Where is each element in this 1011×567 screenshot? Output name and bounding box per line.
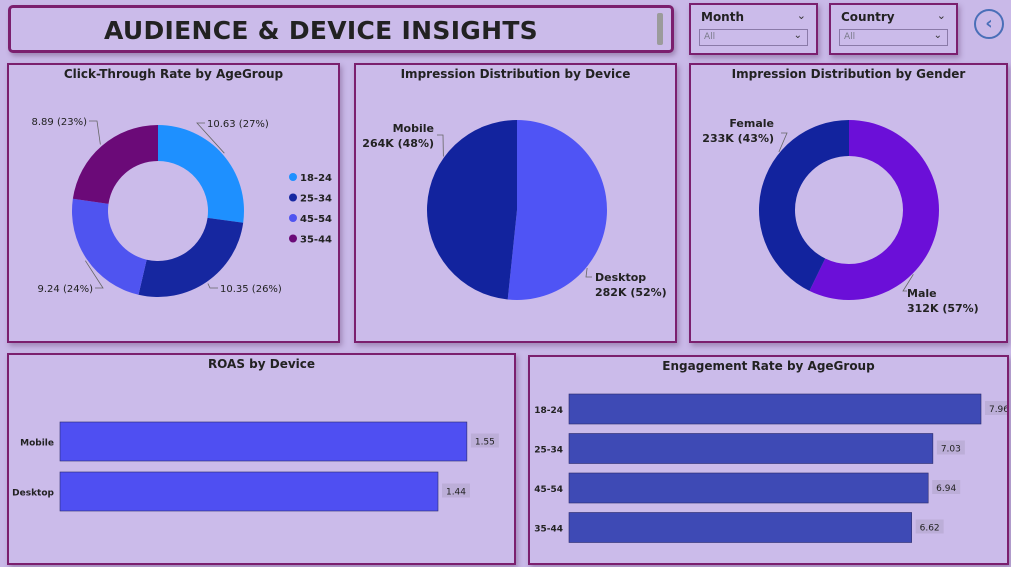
- category-label: Desktop: [12, 489, 54, 499]
- value-label-bg: [915, 519, 944, 534]
- leader-line: [85, 260, 104, 289]
- legend-entry: 25-34: [300, 194, 332, 205]
- chevron-down-icon[interactable]: ⌄: [796, 9, 806, 22]
- chevron-down-icon[interactable]: ⌄: [936, 9, 946, 22]
- value-label-bg: [470, 433, 499, 448]
- country-slicer-label: Country: [841, 10, 895, 24]
- data-label-name: Female: [729, 117, 774, 130]
- device-pie-chart: Desktop 282K (52%) Mobile 264K (48%): [362, 120, 667, 300]
- donut-slice-25-34: [138, 217, 244, 297]
- chart-title: Click-Through Rate by AgeGroup: [63, 67, 284, 81]
- donut-slice-35-44: [72, 125, 158, 204]
- legend-entry: 35-44: [300, 235, 332, 246]
- donut-slice-18-24: [158, 125, 244, 223]
- country-dropdown[interactable]: All ⌄: [839, 29, 948, 46]
- ctr-by-agegroup-panel: Click-Through Rate by AgeGroup 10.63 (27…: [7, 63, 340, 343]
- leader-line: [778, 132, 788, 153]
- data-label-value: 282K (52%): [595, 286, 667, 299]
- data-label-value: 312K (57%): [907, 302, 979, 315]
- data-label-value: 233K (43%): [702, 132, 774, 145]
- value-label: 7.03: [941, 445, 961, 455]
- category-label: 25-34: [534, 446, 563, 456]
- value-label: 1.44: [446, 488, 466, 498]
- ctr-donut-chart: 10.63 (27%) 10.35 (26%) 9.24 (24%) 8.89 (23…: [32, 117, 332, 297]
- value-label: 6.94: [936, 484, 956, 494]
- chevron-down-icon: ⌄: [933, 30, 942, 41]
- category-label: 45-54: [534, 485, 563, 495]
- engagement-bar-chart: 18-24 7.96 25-34 7.03 45-54 6.94 35-44 6.62: [534, 393, 1007, 543]
- chevron-left-icon: ‹: [985, 13, 993, 34]
- value-label: 6.62: [920, 524, 940, 534]
- legend-marker: [289, 214, 297, 222]
- month-dropdown[interactable]: All ⌄: [699, 29, 808, 46]
- donut-slice-45-54: [72, 198, 147, 295]
- value-label-bg: [985, 401, 1007, 415]
- impressions-by-gender-panel: Impression Distribution by Gender Male 31…: [689, 63, 1008, 343]
- title-bar: AUDIENCE & DEVICE INSIGHTS: [8, 5, 674, 53]
- bar-Mobile: [59, 421, 468, 462]
- bar-35-44: [568, 512, 912, 543]
- month-slicer-label: Month: [701, 10, 745, 24]
- leader-line: [902, 274, 914, 292]
- value-label: 7.96: [989, 405, 1007, 415]
- legend-entry: 18-24: [300, 173, 332, 184]
- roas-bar-chart: Mobile 1.55 Desktop 1.44: [12, 421, 499, 512]
- bar-Desktop: [59, 471, 439, 512]
- category-label: 35-44: [534, 525, 563, 535]
- back-button[interactable]: ‹: [974, 9, 1004, 39]
- page-title: AUDIENCE & DEVICE INSIGHTS: [103, 16, 538, 45]
- leader-line: [89, 120, 101, 145]
- data-label: 9.24 (24%): [38, 284, 94, 295]
- value-label-bg: [936, 440, 965, 455]
- category-label: Mobile: [20, 439, 54, 449]
- month-selected-value: All: [704, 32, 716, 42]
- data-label: 8.89 (23%): [32, 117, 88, 128]
- chart-title: ROAS by Device: [207, 357, 316, 371]
- data-label: 10.63 (27%): [207, 119, 269, 130]
- chart-title: Engagement Rate by AgeGroup: [662, 359, 875, 373]
- data-label-value: 264K (48%): [362, 137, 434, 150]
- value-label: 1.55: [475, 438, 495, 448]
- legend-marker: [289, 234, 297, 243]
- data-label-name: Desktop: [595, 271, 646, 284]
- country-slicer[interactable]: Country ⌄ All ⌄: [829, 3, 958, 55]
- roas-by-device-panel: ROAS by Device Mobile 1.55 Desktop 1.44: [7, 353, 516, 565]
- pie-slice-Desktop: [507, 120, 607, 300]
- chart-title: Impression Distribution by Gender: [731, 67, 966, 81]
- country-selected-value: All: [844, 32, 856, 42]
- title-scrollbar[interactable]: [657, 13, 663, 45]
- gender-donut-chart: Male 312K (57%) Female 233K (43%): [702, 117, 979, 315]
- month-slicer[interactable]: Month ⌄ All ⌄: [689, 3, 818, 55]
- leader-line: [585, 267, 592, 278]
- donut-slice-Female: [759, 120, 849, 291]
- value-label-bg: [442, 483, 470, 498]
- chevron-down-icon: ⌄: [793, 30, 802, 41]
- impressions-by-device-panel: Impression Distribution by Device Deskto…: [354, 63, 677, 343]
- leader-line: [207, 283, 218, 289]
- donut-slice-Male: [809, 120, 939, 300]
- leader-line: [437, 134, 444, 157]
- bar-45-54: [568, 472, 929, 504]
- bar-18-24: [568, 393, 982, 425]
- data-label-name: Mobile: [393, 122, 434, 135]
- legend-marker: [289, 193, 297, 202]
- data-label: 10.35 (26%): [220, 284, 282, 295]
- chart-title: Impression Distribution by Device: [400, 67, 631, 81]
- pie-slice-Mobile: [426, 120, 517, 300]
- value-label-bg: [932, 480, 961, 494]
- data-label-name: Male: [907, 287, 937, 300]
- legend-marker: [289, 173, 297, 181]
- leader-line: [196, 122, 225, 154]
- engagement-by-agegroup-panel: Engagement Rate by AgeGroup 18-24 7.96 25-…: [528, 355, 1009, 565]
- legend-entry: 45-54: [300, 214, 332, 225]
- bar-25-34: [568, 433, 934, 464]
- category-label: 18-24: [534, 406, 563, 416]
